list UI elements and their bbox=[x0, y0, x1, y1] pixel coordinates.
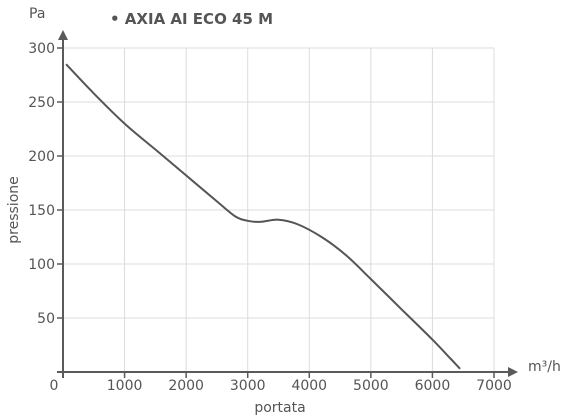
y-axis-label: pressione bbox=[6, 176, 22, 243]
grid bbox=[63, 47, 495, 372]
x-tick-label-4: 4000 bbox=[291, 378, 327, 394]
series bbox=[65, 63, 461, 370]
y-tick-label-4: 250 bbox=[28, 95, 55, 111]
x-axis-label: portata bbox=[254, 400, 305, 416]
x-tick-label-5: 5000 bbox=[353, 378, 389, 394]
y-tick-label-5: 300 bbox=[28, 41, 55, 57]
x-tick-label-0: 0 bbox=[50, 378, 59, 394]
y-tick-labels: 50 100 150 200 250 300 bbox=[28, 41, 63, 327]
y-axis-arrow bbox=[58, 30, 68, 40]
y-tick-label-0: 50 bbox=[37, 311, 55, 327]
x-tick-labels: 0 1000 2000 3000 4000 5000 6000 7000 bbox=[50, 372, 512, 394]
axes bbox=[57, 30, 518, 378]
x-axis-arrow bbox=[508, 367, 518, 377]
y-tick-label-2: 150 bbox=[28, 203, 55, 219]
x-tick-label-2: 2000 bbox=[168, 378, 204, 394]
chart-title: • AXIA AI ECO 45 M bbox=[110, 10, 273, 28]
x-tick-label-1: 1000 bbox=[107, 378, 143, 394]
x-tick-label-7: 7000 bbox=[476, 378, 512, 394]
y-unit-label: Pa bbox=[29, 6, 45, 22]
y-tick-label-3: 200 bbox=[28, 149, 55, 165]
x-unit-label: m³/h bbox=[528, 359, 561, 375]
x-tick-label-6: 6000 bbox=[415, 378, 451, 394]
x-tick-label-3: 3000 bbox=[230, 378, 266, 394]
series-line-0 bbox=[65, 63, 461, 370]
y-tick-label-1: 100 bbox=[28, 257, 55, 273]
